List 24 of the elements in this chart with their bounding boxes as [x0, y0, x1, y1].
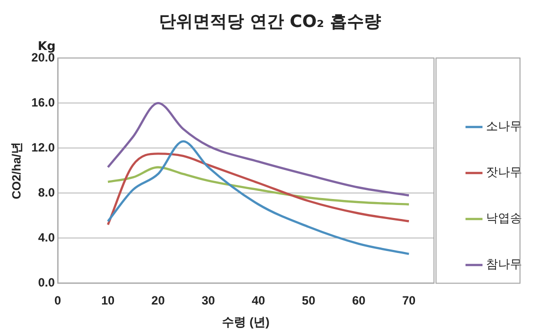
line-series [106, 140, 410, 256]
x-tick-label: 70 [402, 294, 416, 308]
y-tick-label: 0.0 [38, 276, 56, 290]
y-tick-label: 12.0 [31, 140, 56, 154]
x-tick-label: 60 [352, 294, 366, 308]
legend-label: 낙엽송 [486, 211, 522, 226]
y-axis-title: CO2/ha/년 [10, 142, 24, 200]
x-tick-label: 20 [151, 294, 166, 308]
legend-label: 참나무 [486, 257, 522, 272]
y-tick-label: 4.0 [38, 230, 56, 244]
line-series [106, 102, 410, 196]
x-tick-label: 50 [302, 294, 316, 308]
y-tick-label: 8.0 [38, 185, 56, 200]
x-axis-title: 수령 (년) [222, 315, 270, 330]
x-tick-label: 40 [252, 294, 266, 308]
x-tick-label: 30 [202, 294, 216, 308]
x-tick-label: 0 [54, 294, 62, 308]
y-tick-label: 16.0 [31, 95, 56, 110]
chart-title: 단위면적당 연간 CO₂ 흡수량 [158, 11, 382, 34]
x-tick-label: 10 [101, 294, 115, 308]
legend-label: 소나무 [486, 119, 522, 134]
line-series [106, 152, 410, 226]
legend-label: 잣나무 [486, 165, 522, 180]
line-series [106, 166, 410, 206]
